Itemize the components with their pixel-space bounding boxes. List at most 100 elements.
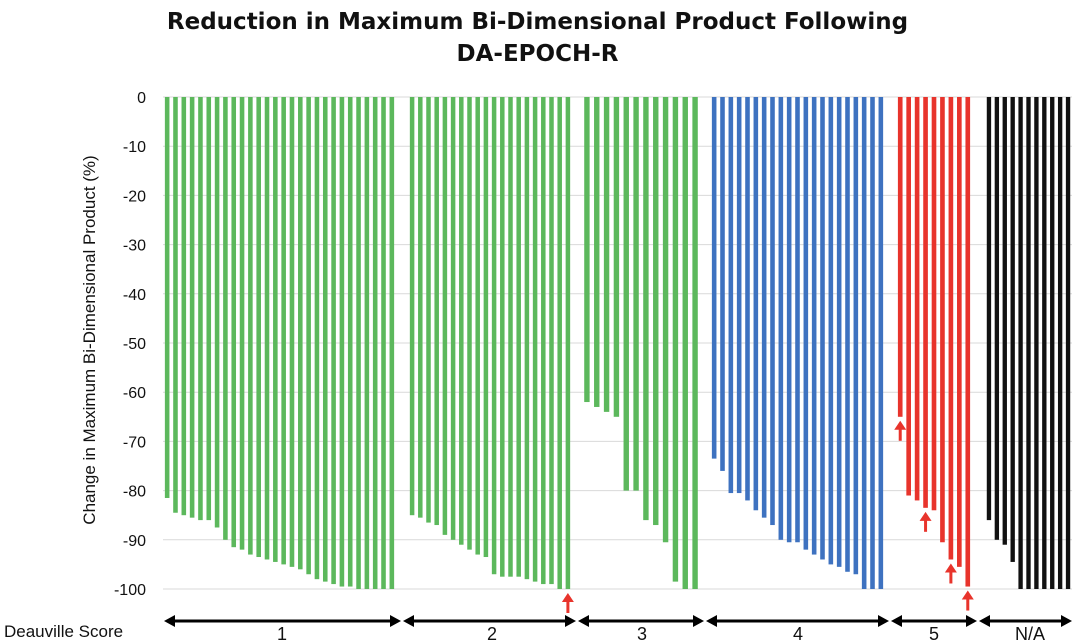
bar — [1010, 97, 1015, 562]
bar — [1034, 97, 1039, 589]
bar — [643, 97, 649, 521]
bar — [1026, 97, 1031, 589]
bar — [483, 97, 489, 558]
bar — [623, 97, 629, 491]
bar — [231, 97, 237, 548]
range-arrowhead — [565, 615, 576, 627]
bar — [613, 97, 620, 417]
range-arrowhead — [966, 615, 977, 627]
y-tick-label: -100 — [114, 582, 146, 599]
bar — [442, 97, 448, 535]
bar — [467, 97, 472, 550]
bar — [256, 97, 261, 558]
bar — [541, 97, 546, 585]
bar — [264, 97, 270, 560]
range-arrowhead — [403, 615, 414, 627]
arrow-head — [919, 511, 932, 521]
bar — [940, 97, 945, 543]
bar — [692, 97, 698, 589]
bar — [633, 97, 639, 491]
y-tick-label: -70 — [123, 434, 146, 451]
group-label: 5 — [929, 624, 939, 642]
bar — [331, 97, 336, 585]
bar — [803, 97, 809, 550]
bar — [745, 97, 750, 501]
range-arrowhead — [164, 615, 175, 627]
chart-title-line-2: DA-EPOCH-R — [456, 41, 619, 67]
y-tick-label: -50 — [123, 336, 146, 353]
bar — [828, 97, 834, 565]
bar — [811, 97, 817, 555]
arrow-head — [561, 593, 574, 602]
bar — [965, 97, 971, 587]
bar — [836, 97, 842, 567]
bar — [409, 97, 415, 516]
bar — [786, 97, 792, 543]
arrow-head — [894, 420, 907, 430]
y-tick-label: -10 — [123, 139, 146, 156]
bar — [298, 97, 303, 570]
group-label: N/A — [1015, 624, 1045, 642]
bar — [1050, 97, 1055, 589]
bar — [475, 97, 480, 555]
bar — [181, 97, 187, 516]
bar — [557, 97, 562, 589]
bar — [389, 97, 395, 589]
y-tick-label: -80 — [123, 484, 146, 501]
bar — [214, 97, 220, 528]
bar — [1018, 97, 1023, 589]
y-tick-label: -90 — [123, 533, 146, 550]
bar — [459, 97, 464, 545]
bar — [549, 97, 554, 585]
bar — [189, 97, 195, 518]
bar — [508, 97, 513, 577]
bar — [532, 97, 538, 582]
bar — [870, 97, 875, 589]
bar — [524, 97, 530, 580]
bar — [770, 97, 775, 526]
bar — [1042, 97, 1047, 589]
bar — [491, 97, 497, 575]
bar — [584, 97, 590, 403]
bar — [845, 97, 850, 572]
y-tick-label: -20 — [123, 188, 146, 205]
bar — [364, 97, 370, 589]
bar — [662, 97, 669, 543]
bar — [281, 97, 286, 565]
bar — [761, 97, 767, 518]
group-label: 3 — [637, 624, 647, 642]
range-arrowhead — [578, 615, 589, 627]
group-label: 4 — [793, 624, 803, 642]
bar — [914, 97, 920, 501]
range-arrowhead — [706, 615, 717, 627]
arrow-head — [961, 590, 974, 600]
bar — [289, 97, 295, 567]
bar — [728, 97, 734, 494]
bar — [906, 97, 911, 496]
y-tick-label: -40 — [123, 287, 146, 304]
y-tick-label: 0 — [137, 90, 146, 107]
chart-title: Reduction in Maximum Bi-Dimensional Prod… — [0, 6, 1075, 70]
bar — [306, 97, 311, 575]
bar — [164, 97, 170, 498]
bar — [565, 97, 571, 589]
bar — [594, 97, 600, 407]
bar — [347, 97, 353, 587]
bar — [897, 97, 903, 417]
bar — [736, 97, 742, 494]
bar — [339, 97, 345, 587]
bar — [653, 97, 659, 526]
bar — [248, 97, 253, 555]
y-tick-label: -30 — [123, 238, 146, 255]
bar — [1057, 97, 1063, 589]
bar — [372, 97, 378, 589]
group-label: 2 — [487, 624, 497, 642]
bar — [994, 97, 1000, 540]
bar — [314, 97, 320, 580]
bar — [500, 97, 505, 577]
bar — [672, 97, 679, 582]
bar — [381, 97, 386, 589]
bar — [878, 97, 884, 589]
range-arrowhead — [891, 615, 902, 627]
